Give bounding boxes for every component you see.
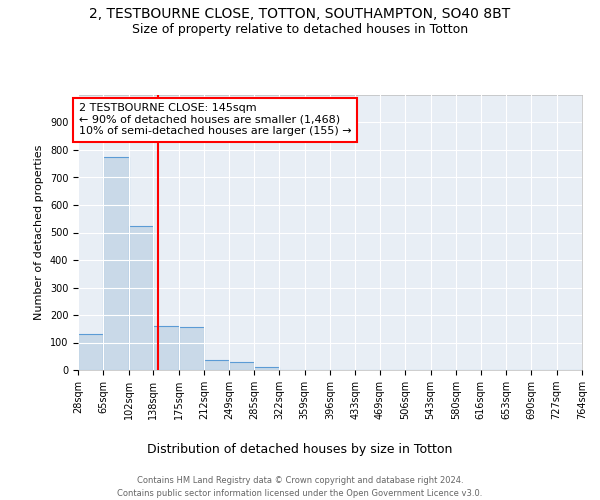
Bar — [78, 334, 103, 370]
Bar — [154, 326, 179, 370]
Bar — [204, 360, 229, 370]
Bar — [103, 157, 128, 370]
Bar — [254, 367, 280, 370]
Text: 2, TESTBOURNE CLOSE, TOTTON, SOUTHAMPTON, SO40 8BT: 2, TESTBOURNE CLOSE, TOTTON, SOUTHAMPTON… — [89, 8, 511, 22]
Bar — [179, 328, 204, 370]
Y-axis label: Number of detached properties: Number of detached properties — [34, 145, 44, 320]
Text: Size of property relative to detached houses in Totton: Size of property relative to detached ho… — [132, 22, 468, 36]
Text: 2 TESTBOURNE CLOSE: 145sqm
← 90% of detached houses are smaller (1,468)
10% of s: 2 TESTBOURNE CLOSE: 145sqm ← 90% of deta… — [79, 104, 352, 136]
Text: Distribution of detached houses by size in Totton: Distribution of detached houses by size … — [148, 442, 452, 456]
Text: Contains public sector information licensed under the Open Government Licence v3: Contains public sector information licen… — [118, 489, 482, 498]
Bar — [229, 362, 254, 370]
Bar — [128, 226, 154, 370]
Text: Contains HM Land Registry data © Crown copyright and database right 2024.: Contains HM Land Registry data © Crown c… — [137, 476, 463, 485]
